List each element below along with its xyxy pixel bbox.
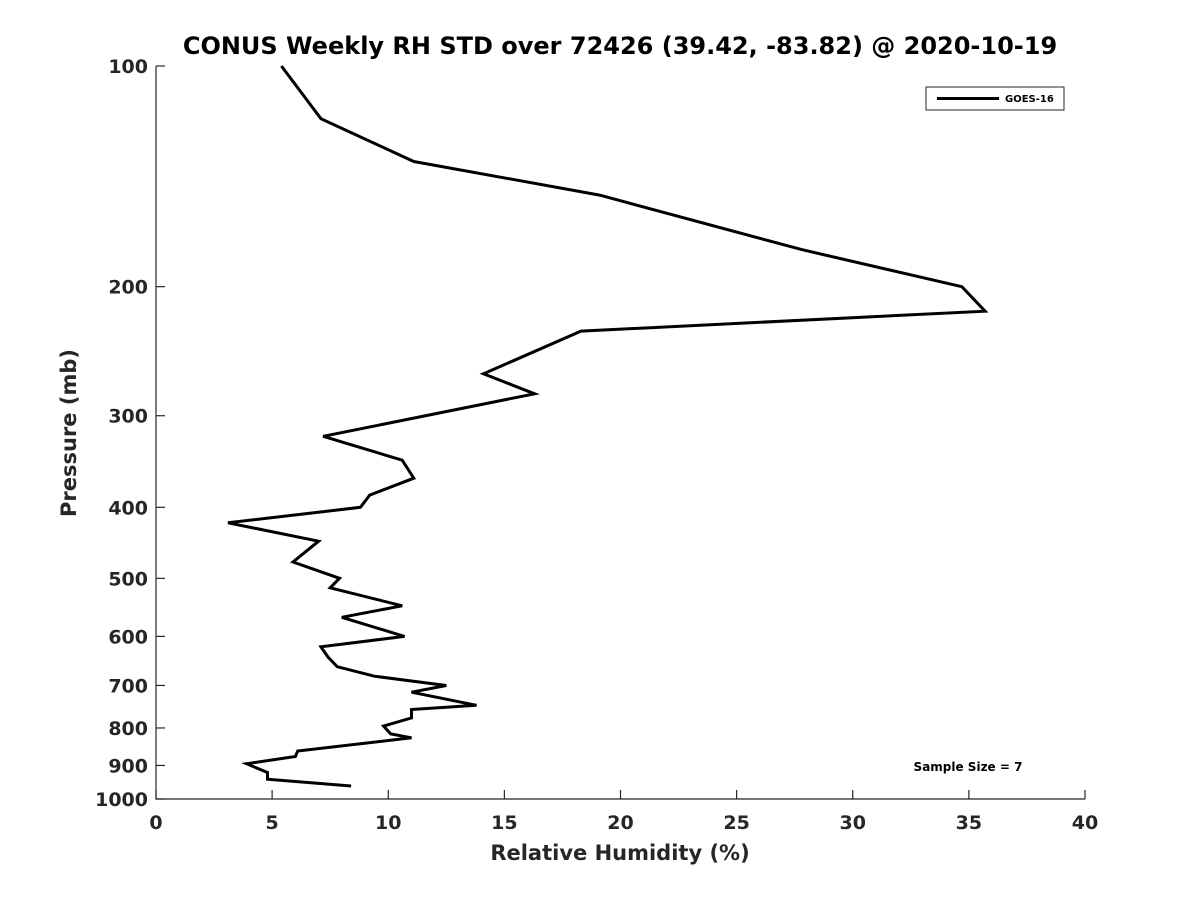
x-tick-label: 5 [266, 812, 279, 834]
x-tick-label: 25 [723, 812, 749, 834]
x-tick-label: 0 [149, 812, 162, 834]
x-axis: 0 5 10 15 20 25 30 35 40 [149, 790, 1098, 834]
series-layer [227, 65, 989, 788]
y-tick-label: 700 [108, 675, 148, 697]
x-tick-label: 35 [956, 812, 982, 834]
y-tick-label: 100 [108, 56, 148, 78]
x-axis-label: Relative Humidity (%) [490, 841, 749, 865]
y-tick-label: 1000 [95, 789, 148, 811]
y-axis: 100 200 300 400 500 600 700 800 900 1000 [95, 56, 165, 811]
y-tick-label: 300 [108, 406, 148, 428]
y-tick-label: 900 [108, 755, 148, 777]
y-tick-label: 200 [108, 277, 148, 299]
x-tick-label: 20 [607, 812, 633, 834]
x-tick-label: 10 [375, 812, 401, 834]
y-tick-label: 400 [108, 497, 148, 519]
x-tick-label: 30 [840, 812, 866, 834]
sample-size-annotation: Sample Size = 7 [914, 760, 1023, 774]
y-axis-label: Pressure (mb) [57, 349, 81, 517]
series-line-goes-16 [227, 65, 989, 788]
y-tick-label: 600 [108, 626, 148, 648]
legend: GOES-16 [925, 86, 1065, 111]
legend-label-goes-16: GOES-16 [1005, 94, 1054, 105]
x-tick-label: 40 [1072, 812, 1098, 834]
chart-title: CONUS Weekly RH STD over 72426 (39.42, -… [183, 32, 1057, 60]
y-tick-label: 500 [108, 568, 148, 590]
x-tick-label: 15 [491, 812, 517, 834]
y-tick-label: 800 [108, 718, 148, 740]
